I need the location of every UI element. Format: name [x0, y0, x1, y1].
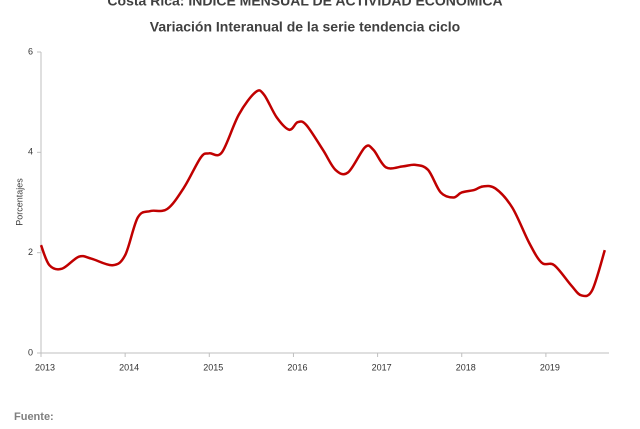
- x-tick-label: 2013: [35, 362, 55, 372]
- line-series: [39, 89, 606, 298]
- source-label: Fuente:: [14, 411, 54, 423]
- x-tick-label: 2019: [540, 362, 560, 372]
- x-tick-label: 2016: [287, 362, 307, 372]
- chart-title: Costa Rica: ÍNDICE MENSUAL DE ACTIVIDAD …: [107, 0, 502, 9]
- x-tick-label: 2015: [203, 362, 223, 372]
- y-tick-label: 2: [28, 247, 33, 257]
- chart-subtitle: Variación Interanual de la serie tendenc…: [150, 19, 460, 35]
- x-tick-label: 2014: [119, 362, 139, 372]
- y-tick-label: 6: [28, 46, 33, 56]
- x-tick-label: 2018: [456, 362, 476, 372]
- x-tick-label: 2017: [372, 362, 392, 372]
- y-tick-label: 0: [28, 347, 33, 357]
- y-axis-label: Porcentajes: [14, 178, 24, 226]
- y-tick-label: 4: [28, 147, 33, 157]
